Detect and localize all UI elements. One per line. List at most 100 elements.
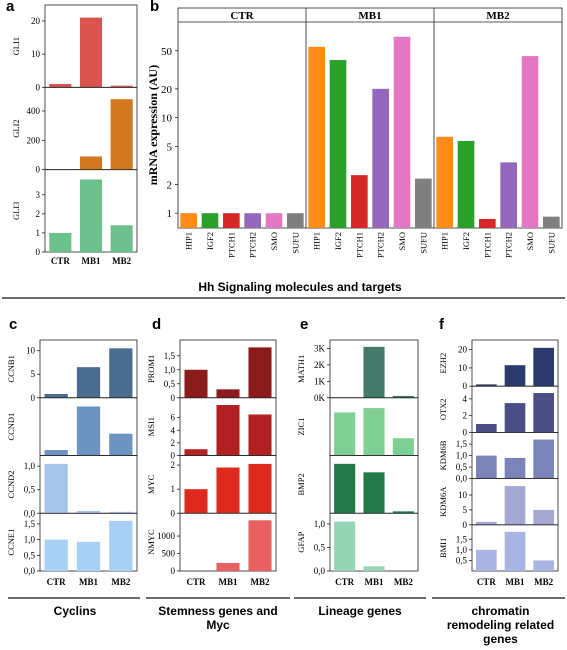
bar-ctr-ptch1 [223,213,240,228]
series-label-gli3: GLI3 [11,202,21,220]
category-label: PTCH2 [504,232,514,258]
tick-label: 0 [36,165,41,175]
caption-e: Lineage genes [318,604,402,618]
tick-label: 2 [167,179,173,191]
bar-bmp2-mb2 [392,511,414,514]
category-label: HIP1 [440,232,450,250]
category-label: PTCH2 [376,232,386,258]
bar-kdm6b-mb1 [504,457,526,479]
tick-label: 0 [463,381,468,391]
bar-bmp2-mb1 [363,472,385,514]
category-label: PTCH1 [482,232,492,258]
bar-gfap-ctr [334,521,356,571]
tick-label: 0,5 [24,550,36,560]
tick-label: 20 [31,16,41,26]
tick-label: 0,5 [456,555,468,565]
series-label-myc: MYC [146,474,156,494]
bar-gfap-mb1 [363,566,385,571]
bar-mb2-igf2 [457,140,475,228]
bar-ccne1-mb2 [109,520,133,571]
bar-gli3-mb1 [79,179,103,252]
series-label-ccnb1: CCNB1 [6,355,16,382]
category-label: IGF2 [205,232,215,250]
bar-kdm6b-ctr [476,455,497,479]
tick-label: 10 [458,490,468,500]
category-label: PTCH1 [226,232,236,258]
tick-label: 500 [162,549,176,559]
tick-label: 1 [167,208,173,220]
tick-label: 1,0 [24,535,36,545]
tick-label: 2 [463,411,468,421]
caption-c: Cyclins [53,604,97,618]
bar-ctr-hip1 [180,213,197,228]
tick-label: 0,5 [24,485,36,495]
bar-ezh2-mb1 [504,365,526,387]
bar-ctr-smo [265,213,283,228]
tick-label: 0 [171,451,176,461]
tick-label: 1000 [157,531,176,541]
series-label-kdm6a: KDM6A [438,486,448,517]
category-label: SUFU [418,232,428,254]
bar-mb1-sufu [415,178,432,228]
category-label: IGF2 [333,232,343,250]
tick-label: 1,0 [164,365,176,375]
tick-label: 5 [167,141,173,153]
panel-b-label: b [150,0,160,15]
group-label-mb1: MB1 [358,10,381,22]
tick-label: 3 [36,190,41,200]
y-axis-label: mRNA expression (AU) [146,65,160,185]
tick-label: 3K [314,343,326,353]
tick-label: 0 [31,393,36,403]
bar-otx2-mb2 [533,393,554,433]
bar-zic1-ctr [334,412,356,456]
bar-gli2-mb1 [79,156,103,170]
series-label-zic1: ZIC1 [296,418,306,436]
bar-ccnb1-ctr [44,393,68,398]
bar-gli1-mb1 [79,17,103,88]
bar-ctr-ptch2 [244,213,261,228]
bar-bmi1-ctr [476,549,497,571]
bar-ccne1-ctr [44,539,68,571]
series-label-gfap: GFAP [296,531,306,552]
tick-label: 0,5 [456,462,468,472]
series-label-kdm6b: KDM6B [438,440,448,470]
bar-mb1-hip1 [308,46,325,229]
tick-label: 2 [171,460,176,470]
bar-prom1-ctr [184,369,208,398]
category-label: CTR [477,577,497,587]
series-label-bmi1: BMI1 [438,538,448,558]
series-label-ccnd2: CCND2 [6,470,16,498]
category-label: SMO [397,232,407,250]
bar-kdm6a-mb2 [533,509,554,525]
category-label: PTCH1 [354,232,364,258]
tick-label: 20 [161,84,173,96]
bar-ccnd1-ctr [44,450,68,456]
tick-label: 6 [171,413,176,423]
category-label: SMO [525,232,535,250]
bar-mb1-igf2 [329,60,347,228]
category-label: CTR [47,577,67,587]
tick-label: 10 [31,49,41,59]
category-label: MB2 [112,256,131,266]
category-label: SUFU [290,232,300,254]
series-label-msi1: MSI1 [146,417,156,436]
bar-ezh2-ctr [476,384,497,387]
tick-label: 0 [36,247,41,257]
bar-ccnb1-mb2 [109,348,133,398]
category-label: MB1 [219,577,238,587]
bar-msi1-ctr [184,449,208,456]
group-label-ctr: CTR [230,10,254,22]
tick-label: 1 [171,484,176,494]
tick-label: 0,0 [314,566,326,576]
bar-ccnd1-mb1 [76,406,101,456]
bar-ccnd1-mb2 [109,433,133,456]
tick-label: 1,5 [164,351,176,361]
tick-label: 1,0 [24,461,36,471]
bar-nmyc-mb2 [248,520,272,571]
tick-label: 2K [314,360,326,370]
tick-label: 0,5 [164,379,176,389]
bar-ccne1-mb1 [76,541,101,571]
series-label-ccnd1: CCND1 [6,413,16,441]
panel-e-label: e [300,316,309,333]
